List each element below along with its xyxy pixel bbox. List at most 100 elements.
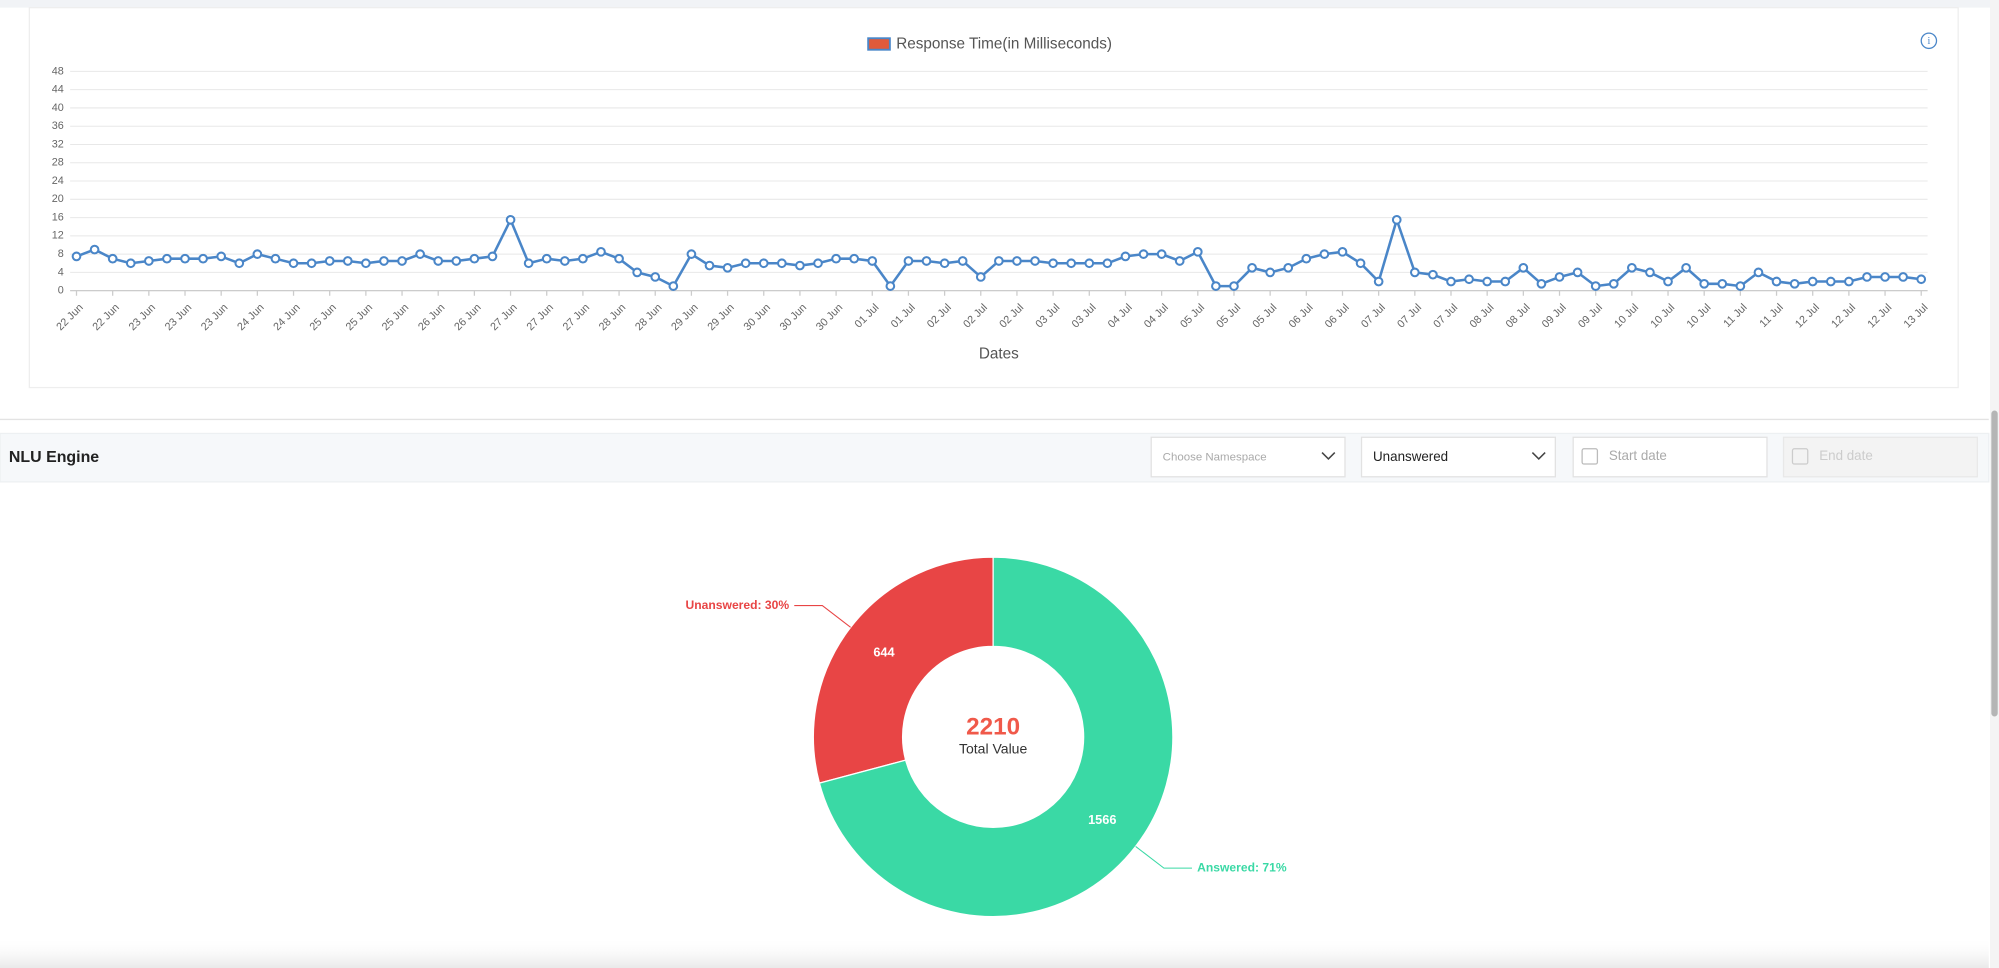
point bbox=[758, 258, 769, 269]
leader-line bbox=[1135, 846, 1192, 869]
point bbox=[1247, 262, 1257, 273]
y-tick-label: 28 bbox=[52, 157, 64, 169]
point bbox=[1608, 278, 1619, 289]
point bbox=[596, 246, 606, 257]
point bbox=[1446, 276, 1456, 287]
point bbox=[1590, 281, 1601, 291]
point bbox=[234, 258, 245, 269]
y-tick-label: 8 bbox=[58, 248, 64, 260]
namespace-placeholder: Choose Namespace bbox=[1163, 452, 1267, 464]
point bbox=[813, 258, 823, 269]
point bbox=[921, 256, 932, 266]
point bbox=[162, 253, 172, 264]
namespace-select[interactable] bbox=[1150, 436, 1346, 478]
point bbox=[379, 256, 389, 266]
point bbox=[849, 253, 860, 264]
point bbox=[650, 272, 661, 282]
point bbox=[1880, 272, 1890, 282]
point bbox=[1536, 278, 1547, 289]
point bbox=[1645, 267, 1655, 278]
point bbox=[252, 249, 263, 259]
point bbox=[722, 262, 733, 273]
end-date[interactable] bbox=[1782, 436, 1978, 478]
point bbox=[433, 256, 444, 266]
filter-select[interactable] bbox=[1360, 436, 1556, 478]
end-date-placeholder: End date bbox=[1819, 448, 1873, 463]
point bbox=[704, 260, 715, 271]
donut-total: 2210 bbox=[966, 713, 1020, 740]
point bbox=[994, 256, 1004, 266]
point bbox=[1174, 256, 1185, 266]
slice-value: 644 bbox=[873, 644, 895, 659]
point bbox=[125, 258, 136, 269]
top-strip bbox=[0, 0, 1999, 8]
point bbox=[1916, 274, 1927, 285]
start-date[interactable] bbox=[1572, 436, 1768, 478]
point bbox=[451, 256, 462, 266]
point bbox=[1229, 281, 1239, 291]
point bbox=[415, 249, 425, 259]
x-axis-label: Dates bbox=[979, 345, 1019, 362]
point bbox=[1084, 258, 1095, 269]
leader-line bbox=[794, 605, 851, 628]
chart-card bbox=[28, 7, 1959, 389]
point bbox=[1409, 267, 1420, 278]
point bbox=[1211, 281, 1221, 291]
point bbox=[1066, 258, 1077, 269]
point bbox=[523, 258, 534, 269]
point bbox=[1428, 269, 1438, 280]
point bbox=[1699, 278, 1710, 289]
slice-label: Unanswered: 30% bbox=[686, 598, 790, 612]
legend-swatch bbox=[867, 37, 891, 51]
point bbox=[1012, 256, 1022, 266]
calendar-icon bbox=[1581, 448, 1599, 465]
donut-slice bbox=[812, 556, 994, 784]
point bbox=[668, 281, 679, 291]
point bbox=[1807, 276, 1818, 287]
point bbox=[1735, 281, 1746, 291]
point bbox=[795, 260, 805, 271]
calendar-icon bbox=[1791, 448, 1809, 465]
point bbox=[397, 256, 407, 266]
point bbox=[324, 256, 335, 266]
point bbox=[107, 253, 118, 264]
y-tick-label: 20 bbox=[52, 193, 64, 205]
point bbox=[867, 256, 878, 266]
info-icon[interactable] bbox=[1920, 32, 1938, 50]
point bbox=[1192, 246, 1203, 257]
chevron bbox=[1531, 452, 1546, 461]
point bbox=[487, 251, 498, 262]
point bbox=[614, 253, 624, 264]
point bbox=[1627, 262, 1637, 273]
point bbox=[342, 256, 353, 266]
point bbox=[632, 267, 642, 278]
point bbox=[1156, 249, 1167, 259]
point bbox=[1862, 272, 1872, 282]
point bbox=[903, 256, 914, 266]
y-tick-label: 4 bbox=[58, 266, 64, 278]
point bbox=[505, 215, 516, 225]
point bbox=[939, 258, 950, 269]
point bbox=[975, 272, 986, 282]
slice-label: Answered: 71% bbox=[1197, 860, 1287, 874]
point bbox=[1337, 246, 1348, 257]
point bbox=[198, 253, 208, 264]
scroll-thumb[interactable] bbox=[1991, 410, 1998, 717]
y-tick-label: 32 bbox=[52, 138, 64, 150]
point bbox=[1138, 249, 1149, 259]
point bbox=[1265, 267, 1275, 278]
point bbox=[578, 253, 588, 264]
slice-value: 1566 bbox=[1088, 812, 1116, 827]
filter-value: Unanswered bbox=[1373, 449, 1448, 464]
point bbox=[1681, 262, 1691, 273]
point bbox=[1283, 262, 1294, 273]
point bbox=[1048, 258, 1058, 269]
point bbox=[541, 253, 552, 264]
y-tick-label: 44 bbox=[52, 84, 64, 96]
point bbox=[1663, 276, 1673, 287]
point bbox=[1753, 267, 1764, 278]
point bbox=[306, 258, 317, 269]
y-tick-label: 0 bbox=[58, 285, 64, 297]
point bbox=[1844, 276, 1854, 287]
point bbox=[1482, 276, 1493, 287]
